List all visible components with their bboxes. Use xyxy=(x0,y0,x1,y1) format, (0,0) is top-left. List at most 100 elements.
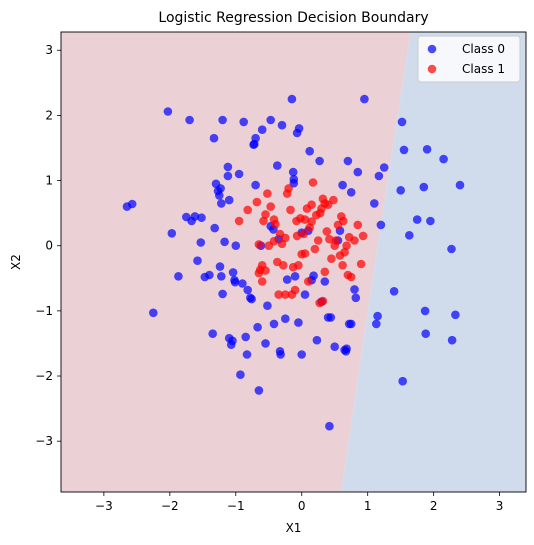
class-0-region xyxy=(341,32,526,492)
point-class-1 xyxy=(274,290,284,299)
point-class-0 xyxy=(305,146,315,156)
point-class-0 xyxy=(447,335,457,345)
point-class-0 xyxy=(325,421,334,431)
point-class-0 xyxy=(223,162,233,172)
class-1-region xyxy=(61,32,411,492)
point-class-0 xyxy=(239,117,248,127)
y-tick-label: 3 xyxy=(45,43,53,57)
point-class-1 xyxy=(300,249,310,258)
point-class-0 xyxy=(370,199,379,208)
point-class-0 xyxy=(224,195,234,205)
x-tick-label: 3 xyxy=(496,499,504,513)
point-class-0 xyxy=(220,237,229,247)
point-class-1 xyxy=(263,189,272,198)
point-class-1 xyxy=(327,254,336,263)
y-tick-label: −1 xyxy=(35,304,53,318)
point-class-0 xyxy=(174,272,183,281)
point-class-1 xyxy=(315,208,325,218)
point-class-1 xyxy=(325,234,334,244)
point-class-0 xyxy=(241,332,250,342)
point-class-1 xyxy=(257,261,267,270)
point-class-0 xyxy=(288,167,298,177)
y-axis-label: X2 xyxy=(9,254,23,270)
point-class-0 xyxy=(215,191,224,200)
point-class-0 xyxy=(208,329,217,339)
point-class-0 xyxy=(234,169,244,179)
point-class-0 xyxy=(309,271,318,281)
point-class-1 xyxy=(257,277,267,286)
point-class-0 xyxy=(236,370,245,380)
point-class-0 xyxy=(205,270,214,280)
point-class-0 xyxy=(257,125,267,134)
point-class-0 xyxy=(426,216,435,226)
point-class-0 xyxy=(163,107,173,116)
point-class-0 xyxy=(398,376,408,386)
point-class-0 xyxy=(228,336,237,346)
point-class-0 xyxy=(196,238,206,247)
x-axis-label: X1 xyxy=(286,521,302,535)
point-class-0 xyxy=(149,308,158,318)
point-class-0 xyxy=(243,285,252,295)
point-class-0 xyxy=(281,314,290,324)
point-class-1 xyxy=(281,233,290,243)
point-class-1 xyxy=(300,215,310,224)
point-class-0 xyxy=(190,212,200,221)
point-class-0 xyxy=(360,94,369,104)
point-class-0 xyxy=(312,335,322,345)
point-class-1 xyxy=(346,272,356,282)
point-class-0 xyxy=(389,287,399,296)
point-class-0 xyxy=(346,188,356,197)
y-tick-label: −2 xyxy=(35,369,53,383)
point-class-0 xyxy=(439,154,448,164)
legend-label: Class 1 xyxy=(462,62,505,76)
point-class-0 xyxy=(287,94,297,104)
point-class-0 xyxy=(231,241,241,250)
point-class-0 xyxy=(376,220,386,230)
point-class-0 xyxy=(253,322,262,332)
point-class-1 xyxy=(261,210,270,219)
point-class-0 xyxy=(269,319,279,329)
chart-title: Logistic Regression Decision Boundary xyxy=(158,10,428,26)
point-class-1 xyxy=(259,216,268,226)
point-class-1 xyxy=(330,241,340,250)
point-class-0 xyxy=(342,344,351,354)
point-class-0 xyxy=(455,180,465,190)
point-class-0 xyxy=(399,145,409,155)
point-class-0 xyxy=(372,319,381,329)
point-class-0 xyxy=(263,301,272,311)
plot-frame xyxy=(60,31,527,493)
point-class-0 xyxy=(405,231,414,240)
point-class-1 xyxy=(307,217,316,226)
point-class-1 xyxy=(269,236,279,246)
x-tick-label: −3 xyxy=(95,499,113,513)
legend-marker xyxy=(427,64,437,74)
point-class-1 xyxy=(234,216,244,226)
point-class-1 xyxy=(320,267,330,277)
point-class-1 xyxy=(340,247,349,257)
point-class-0 xyxy=(289,178,299,188)
point-class-0 xyxy=(396,186,406,195)
point-class-1 xyxy=(342,241,351,250)
point-class-0 xyxy=(294,318,303,327)
point-class-0 xyxy=(290,272,300,281)
legend-label: Class 0 xyxy=(462,42,505,56)
point-class-0 xyxy=(346,319,356,329)
point-class-0 xyxy=(238,279,247,288)
point-class-0 xyxy=(216,184,225,193)
point-class-0 xyxy=(247,294,256,304)
point-class-0 xyxy=(315,156,324,166)
point-class-1 xyxy=(252,197,262,207)
point-class-0 xyxy=(422,145,432,154)
point-class-0 xyxy=(447,244,456,254)
point-class-1 xyxy=(353,220,363,230)
point-class-0 xyxy=(330,342,340,352)
point-class-0 xyxy=(218,289,227,299)
data-points xyxy=(122,94,465,431)
point-class-1 xyxy=(313,236,323,245)
point-class-0 xyxy=(326,313,336,322)
point-class-1 xyxy=(254,240,264,249)
y-tick-label: 0 xyxy=(45,239,53,253)
point-class-0 xyxy=(193,256,202,266)
plot-area xyxy=(61,32,526,492)
y-tick-label: 2 xyxy=(45,108,53,122)
